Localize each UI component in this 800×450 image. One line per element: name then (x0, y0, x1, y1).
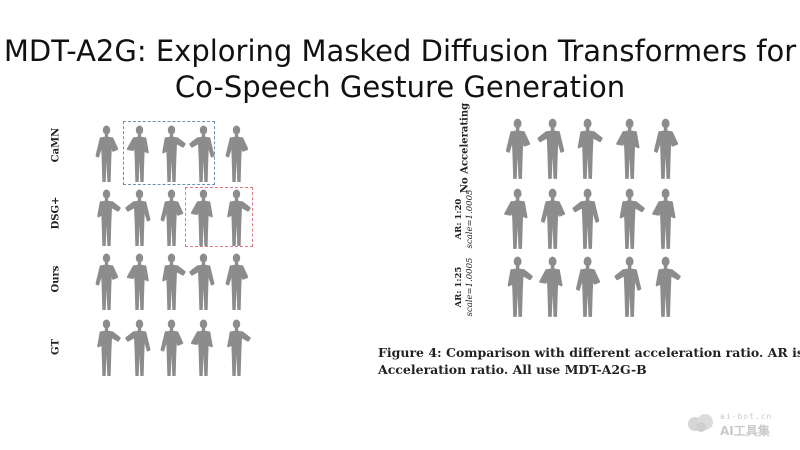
human-figure (160, 189, 184, 247)
row-label-gt: GT (50, 339, 62, 355)
row-label-ar-1-25-scale: scale=1.0005 (465, 257, 475, 317)
row-label-camn: CaMN (50, 127, 62, 163)
row-label-ar-1-20: AR: 1:20 scale=1.0005 (454, 190, 476, 249)
human-figure (97, 319, 121, 377)
human-figure (539, 256, 563, 317)
human-figure (227, 189, 251, 247)
human-figure (227, 319, 251, 377)
comparison-figure-methods: CaMN DSG+ Ours GT (48, 112, 263, 384)
human-figure (619, 188, 645, 249)
human-figure (504, 188, 528, 249)
human-figure (162, 125, 186, 183)
human-figure (190, 319, 213, 377)
human-figure (126, 125, 149, 183)
human-figure (95, 253, 119, 311)
slide-title: MDT-A2G: Exploring Masked Diffusion Tran… (0, 33, 800, 105)
slide-title-line-1: MDT-A2G: Exploring Masked Diffusion Tran… (3, 34, 797, 68)
figure-caption-line-1: Figure 4: Comparison with different acce… (378, 345, 800, 360)
row-label-dsg: DSG+ (50, 196, 62, 230)
human-figure (225, 125, 249, 183)
human-figure (652, 188, 676, 249)
watermark: ai-bot.cn AI工具集 (686, 410, 786, 438)
human-figure (540, 188, 566, 249)
human-figure (125, 189, 151, 247)
human-figure (189, 253, 215, 311)
human-figure (160, 319, 184, 377)
human-figure (126, 253, 149, 311)
human-figure (577, 118, 603, 179)
row-label-no-accelerating: No Accelerating (459, 102, 471, 194)
highlight-box-red (185, 187, 253, 247)
watermark-url: ai-bot.cn (720, 412, 773, 421)
figure-caption-line-2: Acceleration ratio. All use MDT-A2G-B (378, 362, 647, 377)
human-figure (507, 256, 533, 317)
human-figure (575, 256, 601, 317)
watermark-text: AI工具集 (720, 424, 770, 438)
watermark-logo-icon (688, 414, 713, 432)
human-figure (653, 118, 679, 179)
row-label-ar-1-20-scale: scale=1.0005 (465, 189, 475, 249)
human-figure (125, 319, 151, 377)
row-label-ar-1-20-ratio: AR: 1:20 (454, 198, 464, 240)
human-figure (97, 189, 121, 247)
human-figure (537, 118, 565, 179)
human-figure (616, 118, 640, 179)
human-figure (655, 256, 681, 317)
row-label-ar-1-25: AR: 1:25 scale=1.0005 (454, 258, 476, 317)
human-figure (189, 125, 215, 183)
human-figure (505, 118, 531, 179)
human-figure (572, 188, 600, 249)
human-figure (95, 125, 119, 183)
slide-title-line-2: Co-Speech Gesture Generation (174, 70, 626, 104)
figure-caption: Figure 4: Comparison with different acce… (378, 344, 800, 378)
row-label-ours: Ours (50, 265, 62, 293)
human-figure (225, 253, 249, 311)
highlight-box-blue (123, 121, 215, 185)
human-figure (190, 189, 213, 247)
human-figure (162, 253, 186, 311)
row-label-ar-1-25-ratio: AR: 1:25 (454, 266, 464, 308)
human-figure (614, 256, 642, 317)
comparison-figure-acceleration: No Accelerating AR: 1:20 scale=1.0005 AR… (454, 103, 681, 333)
